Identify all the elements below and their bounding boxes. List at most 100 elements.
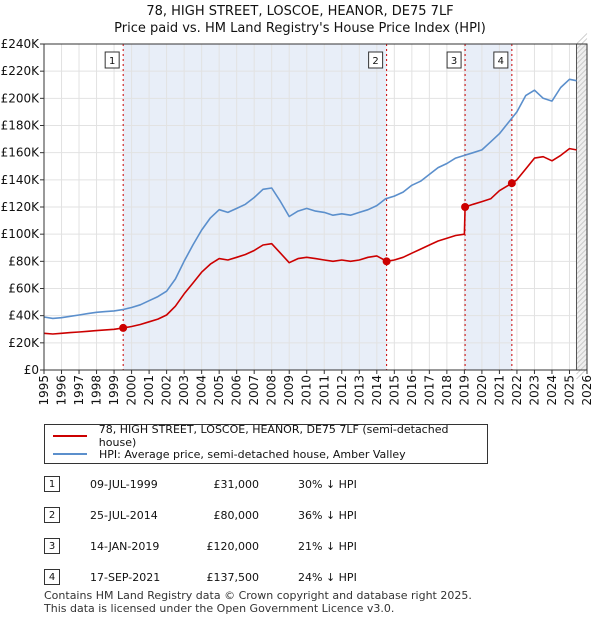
sale-number-badge: 1 xyxy=(44,476,60,492)
forecast-hatch-line xyxy=(576,338,588,350)
x-tick-label: 2020 xyxy=(475,375,489,406)
forecast-hatch-line xyxy=(576,178,588,190)
y-tick-label: £180K xyxy=(1,119,41,133)
forecast-hatch-line xyxy=(576,278,588,290)
sale-point xyxy=(119,323,128,332)
footer-attribution: Contains HM Land Registry data © Crown c… xyxy=(44,589,472,615)
forecast-hatch-line xyxy=(576,363,588,375)
forecast-hatch-line xyxy=(576,263,588,275)
x-tick-label: 1999 xyxy=(107,375,121,406)
forecast-hatch-line xyxy=(576,193,588,205)
legend-label-property: 78, HIGH STREET, LOSCOE, HEANOR, DE75 7L… xyxy=(98,423,449,449)
sale-point xyxy=(507,179,516,188)
sale-hpi-diff: 30% ↓ HPI xyxy=(298,478,357,491)
forecast-hatch-line xyxy=(576,333,588,345)
x-tick-label: 1998 xyxy=(90,375,104,406)
sale-point xyxy=(461,203,470,211)
y-tick-label: £140K xyxy=(1,173,41,187)
x-tick-label: 2001 xyxy=(142,375,156,406)
y-tick-label: £240K xyxy=(1,37,41,51)
y-tick-label: £160K xyxy=(1,146,41,160)
legend-swatch-hpi xyxy=(53,453,87,455)
forecast-hatch-line xyxy=(576,203,588,215)
x-tick-label: 2014 xyxy=(370,375,384,406)
footer-line: This data is licensed under the Open Gov… xyxy=(44,602,395,615)
x-tick-label: 2009 xyxy=(282,375,296,406)
forecast-hatch-line xyxy=(576,123,588,135)
x-tick-label: 2011 xyxy=(317,375,331,406)
forecast-region xyxy=(576,44,587,370)
sale-date: 17-SEP-2021 xyxy=(90,571,161,584)
forecast-hatch-line xyxy=(576,128,588,140)
chart-subtitle: Price paid vs. HM Land Registry's House … xyxy=(114,21,486,36)
legend: 78, HIGH STREET, LOSCOE, HEANOR, DE75 7L… xyxy=(44,423,488,464)
x-tick-label: 2002 xyxy=(160,375,174,406)
x-tick-label: 2024 xyxy=(545,375,559,406)
sale-number-badge: 3 xyxy=(44,538,60,554)
footer-line: Contains HM Land Registry data © Crown c… xyxy=(44,589,472,602)
forecast-hatch-line xyxy=(576,223,588,235)
x-tick-label: 1995 xyxy=(37,375,51,406)
forecast-hatch-line xyxy=(576,93,588,105)
sale-price: £120,000 xyxy=(206,540,260,553)
forecast-hatch-line xyxy=(576,348,588,360)
forecast-hatch-line xyxy=(576,243,588,255)
forecast-hatch-line xyxy=(576,283,588,295)
forecast-hatch-line xyxy=(576,73,588,85)
legend-item-hpi: HPI: Average price, semi-detached house,… xyxy=(53,445,406,463)
forecast-hatch-line xyxy=(576,168,588,180)
sale-number-label: 3 xyxy=(451,56,457,67)
forecast-hatch-line xyxy=(576,288,588,300)
chart-title-line: 78, HIGH STREET, LOSCOE, HEANOR, DE75 7L… xyxy=(146,4,454,19)
forecast-hatch-line xyxy=(576,198,588,210)
x-tick-label: 2016 xyxy=(405,375,419,406)
forecast-hatch-line xyxy=(576,133,588,145)
forecast-hatch-line xyxy=(576,68,588,80)
forecast-hatch-line xyxy=(576,258,588,270)
sale-number-badge: 2 xyxy=(44,507,60,523)
forecast-hatch-line xyxy=(576,108,588,120)
x-tick-label: 2015 xyxy=(387,375,401,406)
property-series-line xyxy=(43,147,577,335)
sale-date: 25-JUL-2014 xyxy=(90,509,158,522)
forecast-hatch-line xyxy=(576,238,588,250)
sale-date: 09-JUL-1999 xyxy=(90,478,158,491)
x-tick-label: 2003 xyxy=(177,375,191,406)
x-tick-label: 2006 xyxy=(230,375,244,406)
forecast-hatch-line xyxy=(576,113,588,125)
legend-swatch-property xyxy=(53,435,87,437)
forecast-hatch-line xyxy=(576,188,588,200)
table-row: 2 25-JUL-2014 £80,000 36% ↓ HPI xyxy=(44,507,464,527)
chart-title: 78, HIGH STREET, LOSCOE, HEANOR, DE75 7L… xyxy=(0,3,600,37)
forecast-hatch-line xyxy=(576,88,588,100)
forecast-hatch-line xyxy=(576,118,588,130)
y-tick-label: £60K xyxy=(8,282,40,296)
sale-price: £31,000 xyxy=(213,478,260,491)
y-tick-label: £220K xyxy=(1,64,41,78)
x-tick-label: 2026 xyxy=(580,375,594,406)
y-tick-label: £20K xyxy=(8,336,40,350)
forecast-hatch-line xyxy=(576,273,588,285)
sale-hpi-diff: 36% ↓ HPI xyxy=(298,509,357,522)
forecast-hatch-line xyxy=(576,173,588,185)
sale-hpi-diff: 21% ↓ HPI xyxy=(298,540,357,553)
forecast-hatch-line xyxy=(576,83,588,95)
sale-point xyxy=(382,257,391,266)
x-tick-label: 2022 xyxy=(510,375,524,406)
forecast-hatch-line xyxy=(576,58,588,70)
forecast-hatch-line xyxy=(576,268,588,280)
y-tick-label: £200K xyxy=(1,91,41,105)
forecast-hatch-line xyxy=(576,143,588,155)
table-row: 1 09-JUL-1999 £31,000 30% ↓ HPI xyxy=(44,476,464,496)
x-tick-label: 2018 xyxy=(440,375,454,406)
forecast-hatch-line xyxy=(576,248,588,260)
x-tick-label: 2019 xyxy=(457,375,471,406)
forecast-hatch-line xyxy=(576,358,588,370)
sale-number-box xyxy=(446,51,462,69)
x-tick-label: 2013 xyxy=(352,375,366,406)
forecast-hatch-line xyxy=(576,328,588,340)
forecast-hatch-line xyxy=(576,183,588,195)
forecast-hatch-line xyxy=(576,148,588,160)
y-tick-label: £80K xyxy=(8,254,40,268)
sale-number-label: 1 xyxy=(109,56,115,67)
